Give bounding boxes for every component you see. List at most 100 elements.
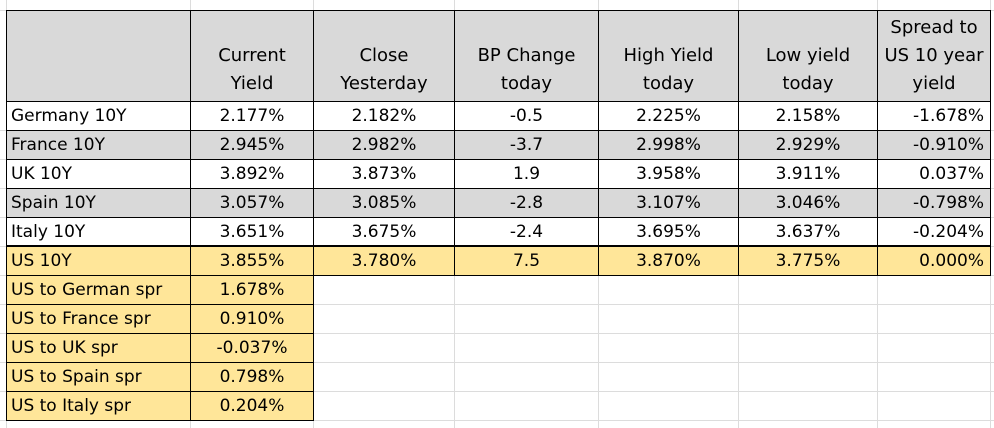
row-label: France 10Y [11, 134, 105, 155]
value-cell[interactable]: 2.225% [598, 101, 739, 131]
header-cell[interactable]: Low yield today [738, 10, 878, 102]
header-cell[interactable]: BP Change today [454, 10, 599, 102]
value-cell[interactable]: 3.775% [738, 246, 878, 276]
spread-label-cell[interactable]: US to France spr [6, 304, 191, 334]
value-cell[interactable]: 2.177% [190, 101, 314, 131]
value-cell[interactable]: -0.798% [877, 188, 991, 218]
spread-label-cell[interactable]: US to Spain spr [6, 362, 191, 392]
value-cell[interactable]: 2.158% [738, 101, 878, 131]
value-cell[interactable]: 1.9 [454, 159, 599, 189]
header-cell[interactable]: Close Yesterday [313, 10, 455, 102]
row-label-cell[interactable]: Germany 10Y [6, 101, 191, 131]
cell-value: 3.675% [351, 221, 417, 242]
value-cell[interactable]: 3.085% [313, 188, 455, 218]
row-label-cell[interactable]: Italy 10Y [6, 217, 191, 247]
row-label-cell[interactable]: US 10Y [6, 246, 191, 276]
value-cell[interactable]: 2.982% [313, 130, 455, 160]
header-text: BP Change [477, 45, 576, 66]
value-cell[interactable]: -2.8 [454, 188, 599, 218]
cell-value: 3.892% [219, 163, 285, 184]
value-cell[interactable]: 3.046% [738, 188, 878, 218]
header-text: yield [912, 73, 956, 94]
cell-value: 3.085% [351, 192, 417, 213]
cell-value: 3.637% [775, 221, 841, 242]
spread-value-cell[interactable]: 0.204% [190, 391, 314, 421]
header-text: today [642, 73, 695, 94]
value-cell[interactable]: 3.958% [598, 159, 739, 189]
value-cell[interactable]: 3.637% [738, 217, 878, 247]
value-cell[interactable]: 3.695% [598, 217, 739, 247]
cell-value: -0.5 [509, 105, 544, 126]
value-cell[interactable]: -2.4 [454, 217, 599, 247]
value-cell[interactable]: 3.107% [598, 188, 739, 218]
row-label-cell[interactable]: Spain 10Y [6, 188, 191, 218]
spread-label: US to France spr [11, 308, 151, 329]
row-label: UK 10Y [11, 163, 73, 184]
value-cell[interactable]: -0.5 [454, 101, 599, 131]
header-text: Low yield [765, 45, 851, 66]
spread-label: US to UK spr [11, 337, 118, 358]
header-text: Yesterday [340, 73, 428, 94]
cell-value: 7.5 [512, 250, 541, 271]
header-text: High Yield [623, 45, 714, 66]
header-cell[interactable] [6, 10, 191, 102]
header-text: today [500, 73, 553, 94]
value-cell[interactable]: 3.675% [313, 217, 455, 247]
value-cell[interactable]: 3.870% [598, 246, 739, 276]
gridline [0, 333, 994, 334]
header-text: Current [218, 45, 286, 66]
spread-value-cell[interactable]: -0.037% [190, 333, 314, 363]
row-label: Spain 10Y [11, 192, 96, 213]
spread-value-cell[interactable]: 0.798% [190, 362, 314, 392]
value-cell[interactable]: 3.651% [190, 217, 314, 247]
spread-label-cell[interactable]: US to German spr [6, 275, 191, 305]
cell-value: 3.057% [219, 192, 285, 213]
row-label: Italy 10Y [11, 221, 86, 242]
row-label-cell[interactable]: France 10Y [6, 130, 191, 160]
gridline [0, 304, 994, 305]
spread-label-cell[interactable]: US to UK spr [6, 333, 191, 363]
cell-value: 2.929% [775, 134, 841, 155]
row-label-cell[interactable]: UK 10Y [6, 159, 191, 189]
row-label: US 10Y [11, 250, 72, 271]
spread-label: US to German spr [11, 279, 163, 300]
value-cell[interactable]: 2.182% [313, 101, 455, 131]
value-cell[interactable]: 2.998% [598, 130, 739, 160]
value-cell[interactable]: -3.7 [454, 130, 599, 160]
cell-value: 3.855% [219, 250, 285, 271]
cell-value: 2.177% [219, 105, 285, 126]
value-cell[interactable]: 3.892% [190, 159, 314, 189]
cell-value: 0.037% [919, 163, 984, 184]
cell-value: 2.158% [775, 105, 841, 126]
value-cell[interactable]: 3.057% [190, 188, 314, 218]
value-cell[interactable]: -0.910% [877, 130, 991, 160]
value-cell[interactable]: 0.000% [877, 246, 991, 276]
spread-label-cell[interactable]: US to Italy spr [6, 391, 191, 421]
value-cell[interactable]: 3.911% [738, 159, 878, 189]
value-cell[interactable]: 7.5 [454, 246, 599, 276]
spread-value-cell[interactable]: 1.678% [190, 275, 314, 305]
header-cell[interactable]: Current Yield [190, 10, 314, 102]
header-text: Close [359, 45, 409, 66]
cell-value: -0.798% [913, 192, 984, 213]
cell-value: 3.046% [775, 192, 841, 213]
cell-value: 2.998% [636, 134, 701, 155]
value-cell[interactable]: 2.945% [190, 130, 314, 160]
cell-value: 3.780% [351, 250, 417, 271]
gridline [0, 420, 994, 421]
value-cell[interactable]: 0.037% [877, 159, 991, 189]
header-cell[interactable]: Spread to US 10 year yield [877, 10, 991, 102]
header-text: Yield [230, 73, 274, 94]
value-cell[interactable]: -1.678% [877, 101, 991, 131]
value-cell[interactable]: 3.780% [313, 246, 455, 276]
value-cell[interactable]: 2.929% [738, 130, 878, 160]
value-cell[interactable]: -0.204% [877, 217, 991, 247]
cell-value: 3.958% [636, 163, 701, 184]
header-cell[interactable]: High Yield today [598, 10, 739, 102]
cell-value: -0.204% [913, 221, 984, 242]
spread-value-cell[interactable]: 0.910% [190, 304, 314, 334]
value-cell[interactable]: 3.873% [313, 159, 455, 189]
value-cell[interactable]: 3.855% [190, 246, 314, 276]
cell-value: 3.107% [636, 192, 701, 213]
spread-value: -0.037% [216, 337, 288, 358]
